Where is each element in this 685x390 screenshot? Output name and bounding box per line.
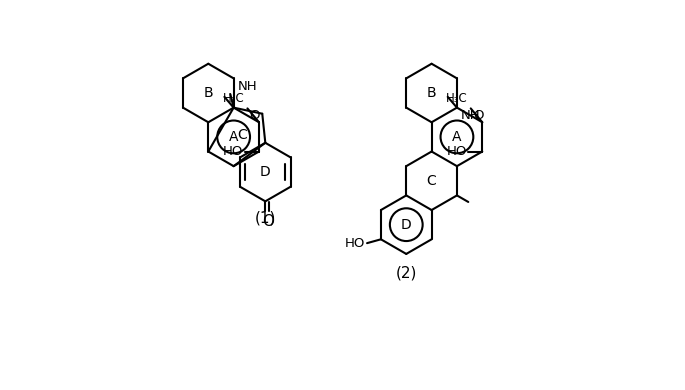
Text: D: D — [260, 165, 271, 179]
Text: (2): (2) — [395, 266, 417, 281]
Text: (1): (1) — [255, 211, 276, 226]
Text: C: C — [427, 174, 436, 188]
Text: H₃C: H₃C — [223, 92, 245, 105]
Text: HO: HO — [223, 145, 244, 158]
Text: NH: NH — [461, 109, 480, 122]
Text: C: C — [237, 128, 247, 142]
Text: HO: HO — [345, 237, 366, 250]
Text: B: B — [203, 86, 213, 100]
Text: B: B — [427, 86, 436, 100]
Text: HO: HO — [447, 145, 467, 158]
Text: NH: NH — [238, 80, 257, 93]
Text: O: O — [262, 215, 275, 229]
Text: H₃C: H₃C — [446, 92, 468, 105]
Text: A: A — [452, 130, 462, 144]
Text: A: A — [229, 130, 238, 144]
Text: O: O — [473, 109, 484, 122]
Text: D: D — [401, 218, 412, 232]
Text: O: O — [250, 109, 260, 122]
